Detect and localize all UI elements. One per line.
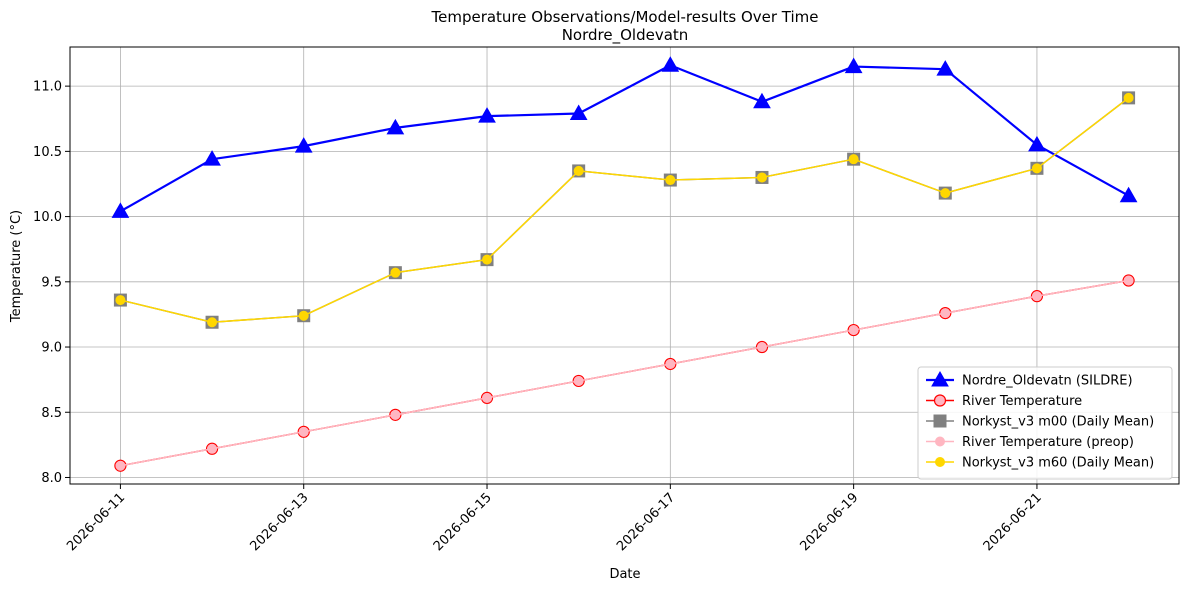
data-point <box>844 57 863 74</box>
data-point <box>665 175 676 186</box>
data-point <box>115 295 126 306</box>
x-tick-label: 2026-06-21 <box>981 490 1045 554</box>
data-point <box>111 202 130 218</box>
data-point <box>1031 291 1042 302</box>
legend-marker <box>933 414 947 428</box>
y-tick-label: 10.5 <box>33 145 62 160</box>
legend-label: River Temperature <box>962 394 1082 409</box>
data-point <box>848 325 859 336</box>
data-point <box>207 443 218 454</box>
data-point <box>848 154 859 165</box>
chart-title: Temperature Observations/Model-results O… <box>430 8 818 26</box>
legend-box <box>917 366 1173 480</box>
data-point <box>1028 135 1046 152</box>
data-point <box>756 342 767 353</box>
data-point <box>756 172 767 183</box>
data-point <box>203 150 221 166</box>
data-point <box>573 375 584 386</box>
grid <box>70 47 1179 484</box>
series-4 <box>115 92 1134 328</box>
series-line <box>120 97 1130 323</box>
data-point <box>294 137 313 153</box>
data-point <box>573 165 584 176</box>
legend-label: Nordre_Oldevatn (SILDRE) <box>962 374 1133 389</box>
data-point <box>115 460 126 471</box>
data-point <box>482 392 493 403</box>
series-line <box>119 64 1130 213</box>
data-point <box>390 267 401 278</box>
legend-label: Norkyst_v3 m60 (Daily Mean) <box>962 456 1154 471</box>
y-axis-label: Temperature (°C) <box>9 210 24 323</box>
x-axis-label: Date <box>609 567 640 582</box>
legend-marker <box>935 457 945 467</box>
data-point <box>298 310 309 321</box>
data-point <box>478 107 496 123</box>
series-3 <box>115 275 1134 471</box>
data-point <box>936 60 955 76</box>
legend-marker <box>933 394 947 407</box>
y-tick-label: 8.5 <box>41 406 62 421</box>
series-line <box>120 97 1130 323</box>
x-tick-label: 2026-06-17 <box>614 490 678 554</box>
chart-subtitle: Nordre_Oldevatn <box>562 26 689 45</box>
data-point <box>298 426 309 437</box>
ticks: 2026-06-11 2026-06-13 2026-06-15 2026-06-17… <box>33 80 1045 555</box>
x-tick-label: 2026-06-19 <box>797 490 861 554</box>
legend-label: River Temperature (preop) <box>962 435 1134 450</box>
data-point <box>1123 275 1134 286</box>
legend-marker <box>931 370 949 387</box>
y-tick-label: 9.0 <box>41 341 62 356</box>
data-point <box>207 317 218 328</box>
legend-marker <box>935 436 945 447</box>
y-tick-label: 9.5 <box>41 275 62 290</box>
y-tick-label: 8.0 <box>41 471 62 486</box>
data-point <box>1031 163 1042 174</box>
series-layer <box>111 56 1138 472</box>
legend-label: Norkyst_v3 m00 (Daily Mean) <box>962 415 1154 430</box>
legend: Nordre_Oldevatn (SILDRE) River Temperatur… <box>917 366 1173 480</box>
data-point <box>386 118 405 135</box>
data-point <box>390 409 401 420</box>
data-point <box>661 56 680 72</box>
series-line <box>120 279 1129 467</box>
data-point <box>1123 92 1134 103</box>
data-point <box>940 308 951 319</box>
x-tick-label: 2026-06-11 <box>64 490 128 554</box>
data-point <box>665 358 676 369</box>
plot-frame <box>69 46 1180 485</box>
y-tick-label: 11.0 <box>33 80 62 95</box>
y-tick-label: 10.0 <box>33 210 62 225</box>
data-point <box>1119 186 1138 203</box>
series-0 <box>111 56 1138 218</box>
x-tick-label: 2026-06-13 <box>248 490 312 554</box>
series-2 <box>113 91 1136 329</box>
data-point <box>940 188 951 199</box>
x-tick-label: 2026-06-15 <box>431 490 495 554</box>
data-point <box>753 92 771 109</box>
data-point <box>482 254 493 265</box>
data-point <box>569 104 588 121</box>
